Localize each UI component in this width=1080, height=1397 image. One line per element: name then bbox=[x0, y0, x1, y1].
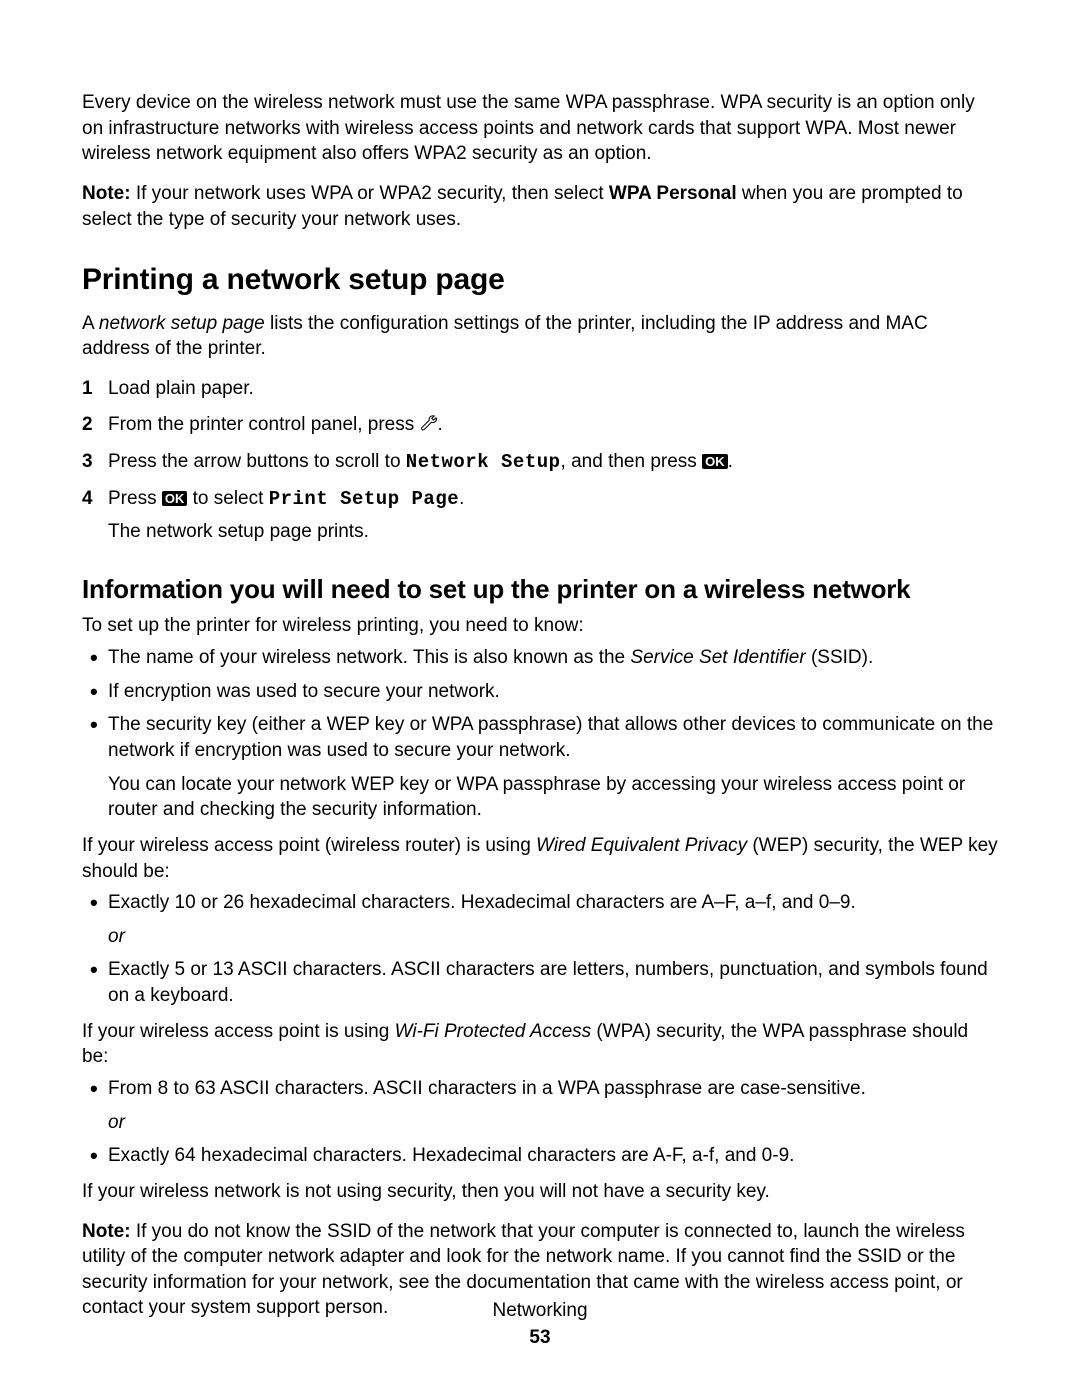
s1-intro-ital: network setup page bbox=[99, 313, 265, 334]
section2-heading: Information you will need to set up the … bbox=[82, 574, 998, 605]
wep-li1: Exactly 10 or 26 hexadecimal characters.… bbox=[108, 892, 856, 913]
wrench-icon bbox=[420, 414, 438, 440]
ok-icon: OK bbox=[702, 454, 728, 469]
wpa-pre: If your wireless access point is using bbox=[82, 1021, 395, 1042]
steps-list: Load plain paper. From the printer contr… bbox=[82, 376, 998, 544]
list-item: From 8 to 63 ASCII characters. ASCII cha… bbox=[82, 1076, 998, 1135]
li3-sub: You can locate your network WEP key or W… bbox=[108, 772, 998, 823]
intro-paragraph: Every device on the wireless network mus… bbox=[82, 90, 998, 167]
step2-post: . bbox=[438, 414, 443, 435]
wep-pre: If your wireless access point (wireless … bbox=[82, 835, 536, 856]
step3-mono: Network Setup bbox=[406, 451, 561, 473]
step4-mono: Print Setup Page bbox=[269, 488, 459, 510]
li1-post: (SSID). bbox=[806, 647, 874, 668]
ok-icon: OK bbox=[162, 491, 188, 506]
wep-intro: If your wireless access point (wireless … bbox=[82, 833, 998, 884]
step4-post: . bbox=[459, 488, 464, 509]
wpa-ital: Wi-Fi Protected Access bbox=[395, 1021, 592, 1042]
wpa-intro: If your wireless access point is using W… bbox=[82, 1019, 998, 1070]
li1-pre: The name of your wireless network. This … bbox=[108, 647, 630, 668]
note-label: Note: bbox=[82, 183, 131, 204]
page-footer: Networking 53 bbox=[0, 1298, 1080, 1351]
need-list: The name of your wireless network. This … bbox=[82, 645, 998, 823]
step3-pre: Press the arrow buttons to scroll to bbox=[108, 451, 406, 472]
wep-ital: Wired Equivalent Privacy bbox=[536, 835, 747, 856]
or-text: or bbox=[108, 924, 998, 950]
section1-intro: A network setup page lists the configura… bbox=[82, 311, 998, 362]
list-item: Exactly 64 hexadecimal characters. Hexad… bbox=[82, 1143, 998, 1169]
step4-sub: The network setup page prints. bbox=[108, 519, 998, 545]
nosec-paragraph: If your wireless network is not using se… bbox=[82, 1179, 998, 1205]
wep-list: Exactly 10 or 26 hexadecimal characters.… bbox=[82, 890, 998, 1009]
step4-pre: Press bbox=[108, 488, 162, 509]
note-text-pre: If your network uses WPA or WPA2 securit… bbox=[131, 183, 609, 204]
list-item: The name of your wireless network. This … bbox=[82, 645, 998, 671]
footer-page-number: 53 bbox=[0, 1325, 1080, 1351]
step-2: From the printer control panel, press . bbox=[82, 412, 998, 440]
step2-pre: From the printer control panel, press bbox=[108, 414, 420, 435]
section2-intro: To set up the printer for wireless print… bbox=[82, 613, 998, 639]
step4-mid: to select bbox=[187, 488, 268, 509]
or-text: or bbox=[108, 1110, 998, 1136]
intro-note: Note: If your network uses WPA or WPA2 s… bbox=[82, 181, 998, 232]
section1-heading: Printing a network setup page bbox=[82, 260, 998, 301]
note-label: Note: bbox=[82, 1221, 131, 1242]
document-page: Every device on the wireless network mus… bbox=[0, 0, 1080, 1397]
footer-title: Networking bbox=[0, 1298, 1080, 1324]
note-bold: WPA Personal bbox=[609, 183, 737, 204]
step3-mid: , and then press bbox=[561, 451, 703, 472]
step-4: Press OK to select Print Setup Page. The… bbox=[82, 486, 998, 544]
li3-text: The security key (either a WEP key or WP… bbox=[108, 714, 993, 761]
wpa-li1: From 8 to 63 ASCII characters. ASCII cha… bbox=[108, 1078, 866, 1099]
step-3: Press the arrow buttons to scroll to Net… bbox=[82, 449, 998, 476]
list-item: If encryption was used to secure your ne… bbox=[82, 679, 998, 705]
list-item: The security key (either a WEP key or WP… bbox=[82, 712, 998, 823]
step3-post: . bbox=[728, 451, 733, 472]
li1-ital: Service Set Identifier bbox=[630, 647, 805, 668]
step-1: Load plain paper. bbox=[82, 376, 998, 402]
wpa-list: From 8 to 63 ASCII characters. ASCII cha… bbox=[82, 1076, 998, 1169]
list-item: Exactly 5 or 13 ASCII characters. ASCII … bbox=[82, 957, 998, 1008]
list-item: Exactly 10 or 26 hexadecimal characters.… bbox=[82, 890, 998, 949]
s1-intro-pre: A bbox=[82, 313, 99, 334]
